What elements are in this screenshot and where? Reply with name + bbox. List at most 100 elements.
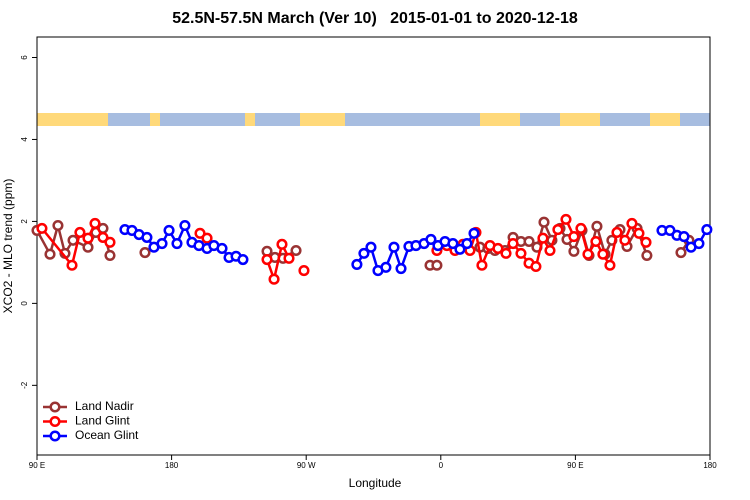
map-ocean (255, 113, 300, 126)
data-point (515, 247, 527, 259)
data-point (507, 237, 519, 250)
data-point (141, 231, 153, 243)
x-tick-label: 90 E (567, 461, 583, 470)
data-point (171, 237, 183, 250)
data-point (626, 217, 638, 230)
data-point (468, 227, 480, 239)
data-point (523, 235, 535, 248)
y-tick-label: 4 (20, 137, 29, 142)
map-ocean (680, 113, 710, 126)
data-point (591, 220, 603, 232)
data-point (268, 273, 280, 285)
map-ocean (160, 113, 245, 126)
data-point (52, 219, 64, 232)
data-point (693, 237, 705, 250)
y-axis-label: XCO2 - MLO trend (ppm) (1, 179, 15, 314)
data-point (568, 231, 580, 243)
data-point (675, 247, 687, 259)
data-point (611, 226, 623, 239)
data-point (261, 253, 273, 266)
data-point (641, 249, 653, 261)
y-tick-label: 0 (20, 301, 29, 306)
data-point (36, 222, 48, 234)
data-point (97, 231, 109, 243)
data-point (358, 247, 370, 259)
y-tick-label: -2 (20, 381, 29, 389)
data-point (552, 224, 564, 236)
map-strip (37, 113, 710, 126)
y-tick-label: 6 (20, 55, 29, 60)
data-point (276, 238, 288, 250)
x-tick-label: 0 (439, 461, 444, 470)
data-point (619, 234, 631, 246)
data-point (537, 232, 549, 244)
data-point (701, 224, 713, 236)
data-point (139, 247, 151, 259)
data-point (351, 258, 363, 270)
data-point (530, 260, 542, 273)
data-point (582, 248, 594, 260)
data-point (492, 242, 504, 255)
data-point (216, 242, 228, 255)
data-point (568, 245, 580, 257)
data-point (365, 241, 377, 253)
data-point (590, 235, 602, 248)
data-point (447, 237, 459, 250)
legend-label: Ocean Glint (75, 428, 139, 442)
x-axis-label: Longitude (349, 476, 402, 490)
map-ocean (345, 113, 480, 126)
data-point (104, 249, 116, 261)
data-point (664, 224, 676, 236)
data-point (544, 244, 556, 257)
data-point (82, 232, 94, 244)
data-point (179, 219, 191, 232)
data-point (290, 244, 302, 257)
data-point (163, 224, 175, 236)
data-point (678, 231, 690, 243)
data-point (597, 248, 609, 260)
legend-label: Land Glint (75, 414, 130, 428)
data-point (298, 265, 310, 277)
chart-title: 52.5N-57.5N March (Ver 10) 2015-01-01 to… (172, 10, 578, 27)
data-point (237, 253, 249, 266)
data-point (104, 236, 116, 248)
plot-frame (36, 36, 711, 456)
data-point (476, 259, 488, 271)
data-point (604, 259, 616, 271)
data-point (194, 227, 206, 239)
data-point (44, 248, 56, 260)
data-point (560, 213, 572, 225)
data-point (283, 252, 295, 264)
map-ocean (108, 113, 150, 126)
data-point (538, 216, 550, 228)
data-point (388, 241, 400, 253)
data-point (640, 236, 652, 248)
x-tick-label: 180 (703, 461, 717, 470)
data-point (633, 227, 645, 239)
legend-marker (49, 401, 61, 413)
data-point (454, 243, 466, 255)
y-tick-label: 2 (20, 219, 29, 224)
data-point (500, 247, 512, 259)
legend-marker (49, 415, 61, 428)
data-point (380, 261, 392, 273)
data-point (461, 237, 473, 250)
legend-label: Land Nadir (75, 399, 134, 413)
data-point (156, 237, 168, 250)
data-point (431, 259, 443, 271)
x-tick-label: 90 W (297, 461, 316, 470)
map-ocean (520, 113, 560, 126)
data-point (89, 217, 101, 230)
data-point (82, 241, 94, 253)
data-point (66, 259, 78, 271)
map-ocean (600, 113, 650, 126)
data-point (201, 232, 213, 244)
data-point (425, 233, 437, 245)
x-tick-label: 180 (165, 461, 179, 470)
data-point (575, 222, 587, 234)
data-point (74, 226, 86, 239)
legend-marker (49, 430, 61, 442)
data-point (395, 262, 407, 275)
x-tick-label: 90 E (29, 461, 45, 470)
